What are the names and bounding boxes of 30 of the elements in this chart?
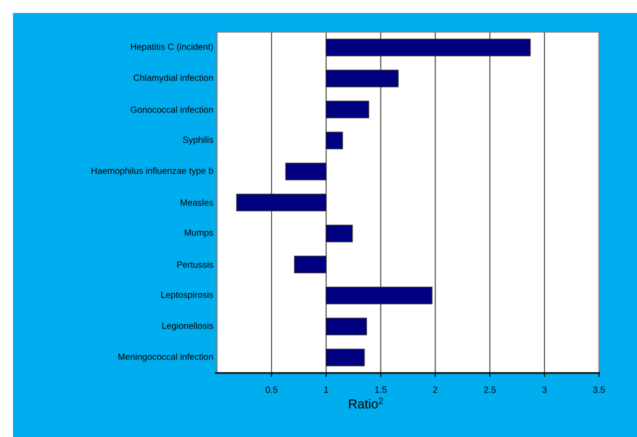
x-tick-label: 2 <box>433 386 438 393</box>
y-tick-label: Leptospirosis <box>161 291 214 300</box>
bar <box>285 162 327 180</box>
x-tick-label: 3.5 <box>593 386 605 393</box>
y-tick-label: Meningococcal infection <box>118 353 213 362</box>
y-tick-label: Haemophilus influenzae type b <box>92 167 214 176</box>
y-tick-label: Chlamydial infection <box>134 74 213 83</box>
bar <box>326 100 370 118</box>
bar <box>326 38 531 56</box>
bar <box>236 194 327 212</box>
x-axis-title: Ratio$^{2}$ <box>349 398 383 409</box>
y-tick-label: Legionellosis <box>162 322 214 331</box>
bar <box>326 348 365 366</box>
x-tick-label: 1 <box>324 386 328 393</box>
x-tick-label: 0.5 <box>266 386 278 393</box>
bar <box>326 70 399 88</box>
x-tick-label: 2.5 <box>484 386 496 393</box>
x-tick-label: 1.5 <box>375 386 387 393</box>
bar <box>326 132 343 150</box>
y-tick-label: Syphilis <box>182 136 214 145</box>
x-tick-label: 3 <box>542 386 547 393</box>
bar <box>294 256 327 274</box>
bar <box>326 318 367 336</box>
bar <box>326 224 353 242</box>
y-tick-label: Measles <box>180 199 214 206</box>
y-tick-label: Hepatitis C (incident) <box>130 43 213 52</box>
y-tick-label: Gonococcal infection <box>130 106 213 113</box>
y-tick-label: Pertussis <box>177 261 214 268</box>
y-tick-label: Mumps <box>184 229 214 238</box>
bar <box>326 286 432 304</box>
